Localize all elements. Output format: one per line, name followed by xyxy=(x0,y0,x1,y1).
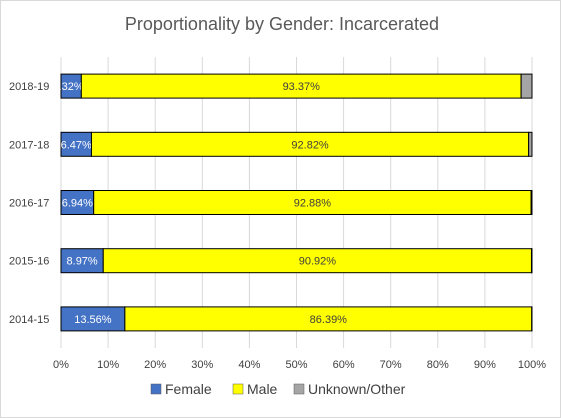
category-label: 2014-15 xyxy=(9,314,49,326)
x-tick-label: 10% xyxy=(97,359,119,371)
chart-title: Proportionality by Gender: Incarcerated xyxy=(125,14,439,34)
x-tick-label: 100% xyxy=(518,359,546,371)
data-label: 13.56% xyxy=(74,314,112,326)
category-label: 2016-17 xyxy=(9,198,49,210)
data-label: 92.82% xyxy=(291,139,329,151)
data-label: 93.37% xyxy=(283,81,321,93)
bars: .32% 93.37% 6.47% 92.82% 6.94% 92.88% 8.97% 90.… xyxy=(59,73,533,332)
x-tick-label: 0% xyxy=(53,359,69,371)
data-label: 92.88% xyxy=(294,198,332,210)
legend-swatch xyxy=(150,383,162,395)
data-label: 6.94% xyxy=(62,198,93,210)
x-axis-ticks: 0% 10% 20% 30% 40% 50% 60% 70% 80% 90% 100% xyxy=(53,359,546,371)
category-label: 2017-18 xyxy=(9,139,49,151)
legend-label: Unknown/Other xyxy=(308,381,406,397)
legend-label: Female xyxy=(165,381,212,397)
x-tick-label: 90% xyxy=(474,359,496,371)
category-label: 2015-16 xyxy=(9,256,49,268)
bar-segment xyxy=(90,131,530,157)
x-tick-label: 20% xyxy=(144,359,166,371)
category-labels: 2018-19 2017-18 2016-17 2015-16 2014-15 xyxy=(9,81,49,326)
x-tick-label: 40% xyxy=(238,359,260,371)
category-label: 2018-19 xyxy=(9,81,49,93)
x-tick-label: 30% xyxy=(191,359,213,371)
x-tick-label: 70% xyxy=(380,359,402,371)
data-label: 90.92% xyxy=(299,256,337,268)
bar-segment xyxy=(530,190,533,215)
x-tick-label: 50% xyxy=(285,359,307,371)
x-tick-label: 80% xyxy=(427,359,449,371)
legend-swatch xyxy=(293,383,305,395)
x-tick-label: 60% xyxy=(333,359,355,371)
data-label: .32% xyxy=(59,81,84,93)
bar-segment xyxy=(60,248,104,274)
bar-segment xyxy=(528,131,533,157)
data-label: 8.97% xyxy=(67,256,98,268)
bar-segment xyxy=(530,248,533,274)
data-label: 6.47% xyxy=(61,139,92,151)
legend: Female Male Unknown/Other xyxy=(150,381,406,397)
legend-swatch xyxy=(232,383,244,395)
bar-segment xyxy=(102,248,532,274)
bar-segment xyxy=(60,306,126,332)
data-label: 86.39% xyxy=(310,314,348,326)
bar-segment xyxy=(520,73,533,99)
legend-label: Male xyxy=(247,381,278,397)
